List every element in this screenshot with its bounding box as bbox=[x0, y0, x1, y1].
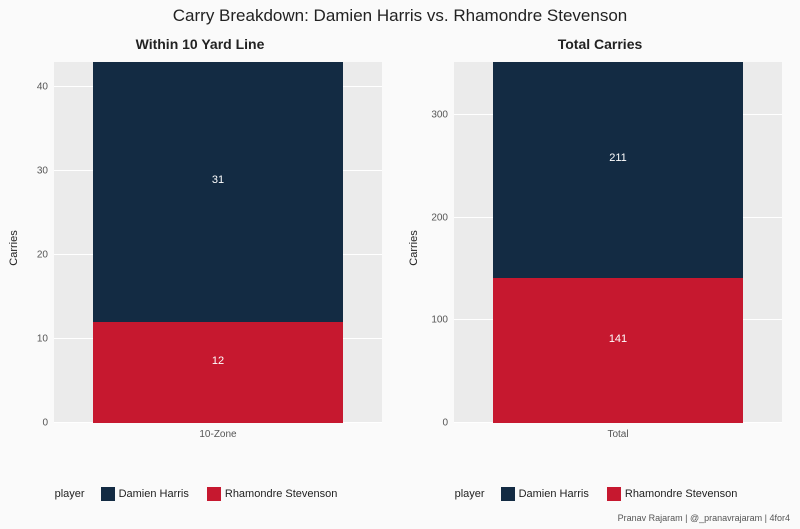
x-tick-label: 10-Zone bbox=[199, 429, 236, 440]
plot-area: 10-Zone 0102030401231 bbox=[54, 62, 382, 423]
bar-segment bbox=[493, 278, 742, 423]
y-tick-label: 20 bbox=[37, 250, 48, 261]
bar-value-label: 12 bbox=[93, 355, 342, 367]
panel-title: Total Carries bbox=[400, 36, 800, 52]
legend-swatch bbox=[101, 487, 115, 501]
y-tick-label: 0 bbox=[442, 418, 448, 429]
credit-line: Pranav Rajaram | @_pranavrajaram | 4for4 bbox=[618, 513, 790, 523]
legend-item-damien: Damien Harris bbox=[501, 487, 589, 501]
y-tick-label: 100 bbox=[431, 315, 448, 326]
panels-row: Within 10 Yard Line Carries 10-Zone 0 10 2… bbox=[0, 36, 800, 459]
legend-label: Damien Harris bbox=[519, 488, 589, 500]
x-tick-label: Total bbox=[607, 429, 628, 440]
legend-item-rhamondre: Rhamondre Stevenson bbox=[607, 487, 738, 501]
panel-total: Total Carries Carries Total 0 100 200 300 14… bbox=[400, 36, 800, 459]
bar-value-label: 31 bbox=[93, 174, 342, 186]
y-axis-title: Carries bbox=[408, 230, 420, 265]
chart-container: Carry Breakdown: Damien Harris vs. Rhamo… bbox=[0, 0, 800, 529]
panel-title: Within 10 Yard Line bbox=[0, 36, 400, 52]
bar-value-label: 211 bbox=[493, 152, 742, 164]
panel-within-10: Within 10 Yard Line Carries 10-Zone 0 10 2… bbox=[0, 36, 400, 459]
y-tick-label: 40 bbox=[37, 82, 48, 93]
bar-segment bbox=[493, 62, 742, 278]
y-tick-label: 300 bbox=[431, 110, 448, 121]
main-title: Carry Breakdown: Damien Harris vs. Rhamo… bbox=[0, 6, 800, 26]
legend-title: player bbox=[55, 488, 85, 500]
bar-stack: 141 211 bbox=[493, 62, 742, 423]
legend-title: player bbox=[455, 488, 485, 500]
legend-item-damien: Damien Harris bbox=[101, 487, 189, 501]
bar-segment bbox=[93, 62, 342, 322]
legend-swatch bbox=[207, 487, 221, 501]
legend-swatch bbox=[501, 487, 515, 501]
legend-row: player Damien Harris Rhamondre Stevenson… bbox=[0, 487, 800, 501]
y-tick-label: 10 bbox=[37, 334, 48, 345]
y-axis-title: Carries bbox=[8, 230, 20, 265]
legend-item-rhamondre: Rhamondre Stevenson bbox=[207, 487, 338, 501]
bar-segment bbox=[93, 322, 342, 423]
bar-stack: 12 31 bbox=[93, 62, 342, 423]
y-tick-label: 0 bbox=[42, 418, 48, 429]
bar-value-label: 141 bbox=[493, 333, 742, 345]
legend-label: Rhamondre Stevenson bbox=[225, 488, 338, 500]
legend-label: Damien Harris bbox=[119, 488, 189, 500]
legend-panel-left: player Damien Harris Rhamondre Stevenson bbox=[0, 487, 400, 501]
y-tick-label: 200 bbox=[431, 212, 448, 223]
legend-label: Rhamondre Stevenson bbox=[625, 488, 738, 500]
legend-panel-right: player Damien Harris Rhamondre Stevenson bbox=[400, 487, 800, 501]
plot-area: Total 0100200300141211 bbox=[454, 62, 782, 423]
legend-swatch bbox=[607, 487, 621, 501]
y-tick-label: 30 bbox=[37, 166, 48, 177]
